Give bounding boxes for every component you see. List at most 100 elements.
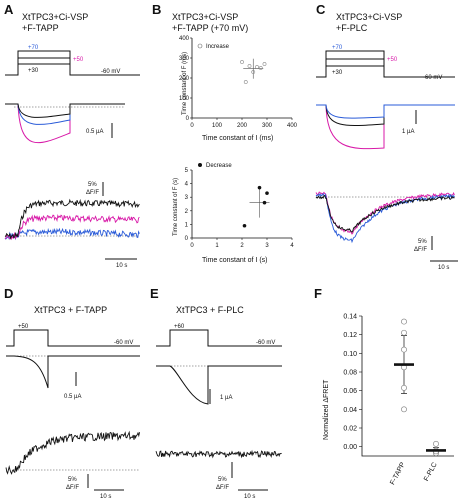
legend-increase: Increase bbox=[206, 44, 230, 50]
panel-d-step: +50 bbox=[18, 324, 29, 330]
panel-e-time-scale: 10 s bbox=[244, 494, 255, 500]
panel-e-label: E bbox=[150, 286, 159, 301]
f-point bbox=[401, 329, 407, 336]
panel-e-step: +60 bbox=[174, 324, 185, 330]
panel-b-top-ylabel: Time constant of F (ms) bbox=[182, 52, 188, 115]
b-top-point bbox=[258, 66, 263, 70]
panel-b-bottom-ylabel: Time constant of F (s) bbox=[173, 178, 179, 236]
panel-a-protocol: +70 +50 +30 -60 mV bbox=[5, 45, 140, 76]
b-top-point bbox=[243, 80, 248, 84]
f-xlabel: F-TAPP bbox=[389, 461, 407, 486]
panel-c-title-line2: +F-PLC bbox=[336, 23, 368, 33]
b-top-xtick-label: 300 bbox=[262, 123, 273, 129]
panel-e-protocol: +60 -60 mV bbox=[156, 324, 282, 347]
f-ytick-label: 0.04 bbox=[343, 407, 357, 414]
b-bot-ytick-label: 1 bbox=[185, 222, 189, 228]
b-bot-xtick-label: 0 bbox=[190, 243, 194, 249]
f-ytick-label: 0.02 bbox=[343, 426, 357, 433]
b-bot-xtick-label: 4 bbox=[290, 243, 294, 249]
b-bot-xtick-label: 3 bbox=[265, 243, 269, 249]
f-point bbox=[401, 406, 407, 413]
panel-a-current-traces: 0.5 µA bbox=[5, 103, 125, 144]
panel-a-fret-scale-unit: ΔF/F bbox=[86, 190, 99, 196]
b-bot-xtick-label: 2 bbox=[240, 243, 244, 249]
panel-c-hold: -60 mV bbox=[423, 75, 442, 81]
panel-a-v50: +50 bbox=[73, 57, 84, 63]
panel-d-label: D bbox=[4, 286, 13, 301]
b-bot-point bbox=[257, 185, 262, 190]
b-top-point bbox=[262, 62, 267, 66]
panel-e-title: XtTPC3 + F-PLC bbox=[176, 305, 244, 315]
f-point bbox=[401, 384, 407, 391]
panel-b-top-xlabel: Time constant of I (ms) bbox=[202, 135, 273, 142]
panel-c-title-line1: XtTPC3+Ci-VSP bbox=[336, 12, 402, 22]
f-ytick-label: 0.08 bbox=[343, 370, 357, 377]
panel-f-ylabel: Normalized ΔFRET bbox=[323, 379, 330, 440]
legend-decrease: Decrease bbox=[206, 163, 232, 169]
b-bot-ytick-label: 3 bbox=[185, 195, 189, 201]
b-top-point bbox=[240, 60, 244, 64]
legend-marker-increase bbox=[197, 43, 203, 49]
f-ytick-label: 0.14 bbox=[343, 314, 357, 321]
b-top-ytick-label: 0 bbox=[186, 116, 190, 122]
panel-e-fret-traces: 5% ΔF/F 10 s bbox=[155, 449, 282, 500]
panel-c-current-traces: 1 µA bbox=[316, 104, 455, 150]
panel-c-fret-scale-unit: ΔF/F bbox=[414, 247, 427, 253]
panel-a: A XtTPC3+Ci-VSP +F-TAPP +70 +50 +30 -60 … bbox=[4, 2, 140, 269]
panel-a-fret-traces: 5% ΔF/F 10 s bbox=[4, 182, 140, 269]
panel-e-fret-scale-pct: 5% bbox=[218, 477, 227, 483]
b-bot-point bbox=[262, 200, 267, 205]
f-ytick-label: 0.06 bbox=[343, 388, 357, 395]
b-top-point bbox=[251, 70, 256, 74]
panel-c-fret-scale-pct: 5% bbox=[418, 239, 427, 245]
panel-f: F 0.00 0.02 0.04 0.06 0.08 0.10 0.12 0.14 F-TAP… bbox=[314, 286, 454, 486]
b-top-xtick-label: 400 bbox=[287, 123, 298, 129]
b-bot-point bbox=[265, 191, 269, 195]
f-ytick-label: 0.10 bbox=[343, 351, 357, 358]
panel-c-protocol: +70 +50 +30 -60 mV bbox=[316, 45, 455, 81]
panel-b-bottom-xlabel: Time constant of I (s) bbox=[202, 257, 267, 264]
panel-e: E XtTPC3 + F-PLC +60 -60 mV 1 µA 5% ΔF/F… bbox=[150, 286, 282, 500]
b-top-ytick-label: 400 bbox=[179, 36, 190, 42]
b-top-xtick-label: 0 bbox=[190, 123, 194, 129]
b-bot-xtick-label: 1 bbox=[215, 243, 219, 249]
b-bot-ytick-label: 4 bbox=[185, 182, 189, 188]
panel-d-time-scale: 10 s bbox=[100, 494, 111, 500]
panel-c-label: C bbox=[316, 2, 326, 17]
panel-a-hold: -60 mV bbox=[101, 69, 120, 75]
panel-a-label: A bbox=[4, 2, 14, 17]
panel-c-fret-traces: 5% ΔF/F 10 s bbox=[315, 191, 458, 271]
panel-a-v30: +30 bbox=[28, 68, 39, 74]
panel-c-v30: +30 bbox=[332, 70, 343, 76]
panel-f-label: F bbox=[314, 286, 322, 301]
panel-e-current-scale: 1 µA bbox=[220, 395, 232, 401]
b-top-ytick-label: 100 bbox=[179, 96, 190, 102]
panel-d: D XtTPC3 + F-TAPP +50 -60 mV 0.5 µA 5% Δ… bbox=[4, 286, 141, 500]
panel-e-current-traces: 1 µA bbox=[156, 365, 282, 405]
panel-d-current-traces: 0.5 µA bbox=[6, 355, 140, 400]
panel-c-v70: +70 bbox=[332, 45, 343, 51]
panel-d-fret-traces: 5% ΔF/F 10 s bbox=[5, 430, 141, 500]
b-top-ytick-label: 200 bbox=[179, 76, 190, 82]
panel-a-current-scale: 0.5 µA bbox=[86, 129, 103, 135]
panel-d-protocol: +50 -60 mV bbox=[6, 324, 140, 347]
b-bot-ytick-label: 0 bbox=[185, 236, 189, 242]
b-top-ytick-label: 300 bbox=[179, 56, 190, 62]
f-ytick-label: 0.00 bbox=[343, 444, 357, 451]
b-bot-ytick-label: 2 bbox=[185, 209, 189, 215]
panel-b-title-line2: +F-TAPP (+70 mV) bbox=[172, 23, 248, 33]
panel-b-label: B bbox=[152, 2, 161, 17]
panel-d-fret-scale-unit: ΔF/F bbox=[66, 485, 79, 491]
b-top-xtick-label: 100 bbox=[212, 123, 223, 129]
panel-a-fret-scale-pct: 5% bbox=[88, 182, 97, 188]
f-point bbox=[401, 346, 407, 353]
panel-a-title-line1: XtTPC3+Ci-VSP bbox=[22, 12, 88, 22]
f-point bbox=[401, 318, 407, 325]
panel-e-hold: -60 mV bbox=[256, 340, 275, 346]
panel-a-time-scale: 10 s bbox=[116, 263, 127, 269]
panel-d-current-scale: 0.5 µA bbox=[64, 394, 81, 400]
panel-b-title-line1: XtTPC3+Ci-VSP bbox=[172, 12, 238, 22]
b-bot-point bbox=[242, 223, 247, 228]
panel-b-bottom-plot: 0 1 2 3 4 0 1 2 3 4 5 Decrease Time constant of F … bbox=[173, 163, 294, 264]
panel-a-title-line2: +F-TAPP bbox=[22, 23, 59, 33]
